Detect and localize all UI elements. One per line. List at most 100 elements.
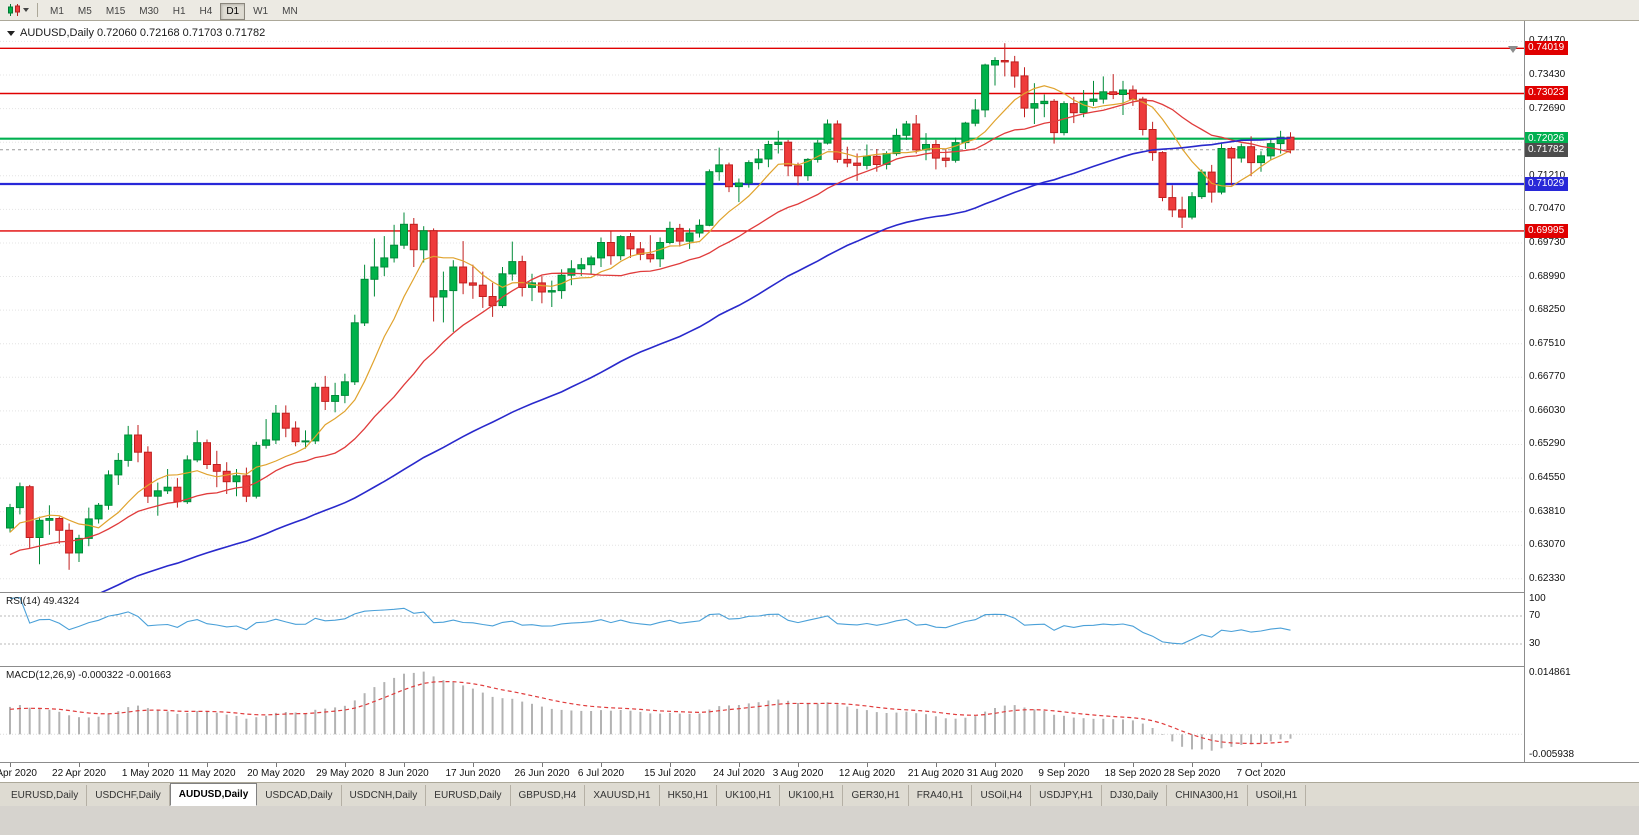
candlestick — [203, 442, 211, 466]
timeframe-button-M5[interactable]: M5 — [77, 6, 92, 17]
chart-tab-audusd-daily[interactable]: AUDUSD,Daily — [169, 783, 258, 806]
moving-average-line-8 — [9, 85, 1291, 533]
candlestick — [380, 257, 389, 268]
candlestick — [754, 158, 763, 164]
timeframe-button-H4[interactable]: H4 — [199, 6, 213, 17]
candlestick — [813, 142, 822, 160]
candlestick — [725, 164, 733, 188]
date-axis-label: 9 Sep 2020 — [1038, 768, 1090, 779]
candlestick — [35, 519, 44, 538]
candlestick — [94, 504, 103, 520]
candlestick — [143, 451, 152, 497]
timeframe-button-MN[interactable]: MN — [282, 6, 298, 17]
candlestick — [971, 109, 980, 124]
candlestick — [321, 386, 330, 402]
chart-tab-gbpusd-h4[interactable]: GBPUSD,H4 — [511, 785, 586, 806]
candlestick — [626, 236, 635, 250]
candlestick — [183, 459, 192, 503]
candlestick — [922, 144, 930, 151]
chart-tab-usdcad-daily[interactable]: USDCAD,Daily — [257, 785, 342, 806]
timeframe-button-H1[interactable]: H1 — [172, 6, 186, 17]
candlestick — [587, 257, 596, 266]
candlestick — [449, 266, 458, 292]
rsi-axis-label: 30 — [1529, 638, 1541, 649]
candlestick — [1158, 152, 1167, 199]
date-axis-label: 24 Jul 2020 — [713, 768, 765, 779]
date-axis-label: 7 Oct 2020 — [1236, 768, 1286, 779]
candlestick — [744, 162, 753, 184]
candlestick — [212, 464, 221, 472]
chart-tab-fra40-h1[interactable]: FRA40,H1 — [909, 785, 973, 806]
candlestick — [823, 123, 832, 144]
candlestick — [991, 60, 999, 66]
candlestick — [872, 155, 881, 166]
chart-tab-usdchf-daily[interactable]: USDCHF,Daily — [87, 785, 170, 806]
chart-tab-dj30-daily[interactable]: DJ30,Daily — [1102, 785, 1168, 806]
candlestick — [390, 244, 399, 259]
chart-tab-usdcnh-daily[interactable]: USDCNH,Daily — [342, 785, 427, 806]
chart-tab-usoil-h4[interactable]: USOil,H4 — [972, 785, 1032, 806]
candlestick — [1138, 98, 1147, 130]
toolbar-separator — [37, 3, 38, 17]
candlestick — [557, 274, 566, 292]
timeframe-button-M15[interactable]: M15 — [105, 6, 126, 17]
date-axis-label: 3 Aug 2020 — [772, 768, 824, 779]
candlestick — [1247, 146, 1256, 164]
candlestick — [478, 284, 487, 298]
chart-shift-marker-icon[interactable] — [1508, 46, 1518, 53]
one-click-trading-icon[interactable] — [7, 30, 15, 36]
price-axis[interactable]: 0.741700.734300.726900.719500.712100.704… — [1524, 21, 1639, 762]
price-axis-label: 0.72690 — [1529, 103, 1566, 114]
chart-tab-eurusd-daily[interactable]: EURUSD,Daily — [426, 785, 511, 806]
rsi-indicator-pane[interactable]: RSI(14) 49.4324 — [0, 592, 1524, 666]
date-tick-mark — [542, 763, 543, 767]
date-axis-label: 21 Aug 2020 — [907, 768, 965, 779]
candlestick — [291, 427, 300, 443]
timeframe-toolbar: M1 M5 M15 M30 H1 H4 D1 W1 MN — [0, 0, 1639, 21]
candlestick — [153, 490, 162, 497]
candlestick — [705, 171, 714, 226]
macd-pane-title: MACD(12,26,9) -0.000322 -0.001663 — [6, 670, 172, 681]
chart-type-button[interactable] — [4, 3, 32, 17]
timeframe-button-W1[interactable]: W1 — [253, 6, 269, 17]
date-tick-mark — [79, 763, 80, 767]
chart-tab-eurusd-daily[interactable]: EURUSD,Daily — [3, 785, 88, 806]
macd-canvas[interactable] — [0, 667, 1524, 762]
chart-tab-usoil-h1[interactable]: USOil,H1 — [1248, 785, 1307, 806]
candlestick — [547, 290, 556, 293]
candlestick — [685, 232, 694, 242]
candlestick — [1237, 146, 1246, 159]
chart-tab-usdjpy-h1[interactable]: USDJPY,H1 — [1031, 785, 1102, 806]
macd-indicator-pane[interactable]: MACD(12,26,9) -0.000322 -0.001663 — [0, 666, 1524, 762]
candlestick — [370, 266, 379, 280]
candlestick — [981, 64, 990, 111]
chart-tab-xauusd-h1[interactable]: XAUUSD,H1 — [585, 785, 660, 806]
chart-tab-hk50-h1[interactable]: HK50,H1 — [660, 785, 718, 806]
timeframe-button-M30[interactable]: M30 — [139, 6, 159, 17]
date-axis-label: 20 May 2020 — [247, 768, 305, 779]
price-chart-pane[interactable]: AUDUSD,Daily 0.72060 0.72168 0.71703 0.7… — [0, 21, 1524, 592]
chart-tab-ger30-h1[interactable]: GER30,H1 — [843, 785, 909, 806]
timeframe-button-D1[interactable]: D1 — [220, 3, 246, 20]
candlestick — [518, 261, 527, 289]
macd-signal-line — [9, 680, 1291, 745]
chart-tab-uk100-h1[interactable]: UK100,H1 — [780, 785, 844, 806]
date-tick-mark — [798, 763, 799, 767]
candlestick — [794, 165, 802, 177]
candlestick — [429, 230, 438, 298]
candlestick — [1000, 60, 1009, 63]
price-chart-canvas[interactable] — [0, 21, 1524, 592]
date-tick-mark — [601, 763, 602, 767]
chart-tab-uk100-h1[interactable]: UK100,H1 — [717, 785, 781, 806]
price-axis-label: 0.62330 — [1529, 573, 1566, 584]
candlestick — [350, 322, 359, 383]
candlestick — [646, 253, 655, 260]
chart-tab-china300-h1[interactable]: CHINA300,H1 — [1167, 785, 1248, 806]
candlestick — [1257, 155, 1265, 164]
candlestick — [193, 442, 202, 461]
candlestick — [173, 486, 182, 503]
timeframe-button-M1[interactable]: M1 — [50, 6, 64, 17]
candlestick — [1010, 61, 1019, 77]
rsi-canvas[interactable] — [0, 593, 1524, 666]
